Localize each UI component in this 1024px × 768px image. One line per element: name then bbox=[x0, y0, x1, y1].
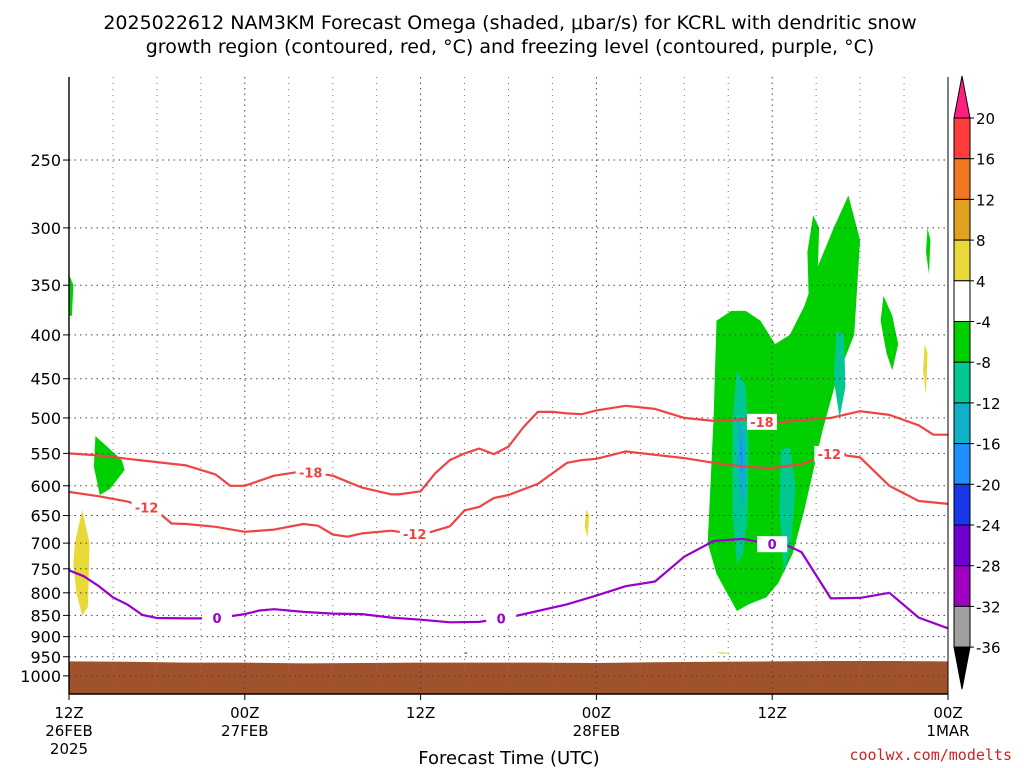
omega-region-13 bbox=[923, 344, 928, 395]
omega-region-4 bbox=[93, 436, 125, 495]
grid-lines bbox=[68, 77, 949, 694]
contour-label-0-1: -18 bbox=[750, 416, 774, 431]
omega-region-11 bbox=[73, 509, 90, 616]
colorbar-segment-4 bbox=[953, 239, 971, 282]
colorbar-label-0: 20 bbox=[976, 110, 995, 128]
colorbar-label-12: -32 bbox=[976, 598, 1001, 616]
y-tick-labels: 250 300 350 400 450 500 550 600 650 700 750 800 850 9… bbox=[20, 151, 69, 686]
contour-label-bg-2-1 bbox=[486, 610, 517, 627]
contour-label-2-1: 0 bbox=[497, 613, 506, 628]
y-tick-label-900: 900 bbox=[30, 628, 61, 647]
x-tick-label-3-line2: 28FEB bbox=[573, 722, 620, 740]
colorbar: 20 16 12 8 4 -4 -8 -12 -16 -20 -24 -28 -32 -36 bbox=[953, 75, 1001, 690]
colorbar-label-6: -8 bbox=[976, 354, 991, 372]
colorbar-segment-9 bbox=[953, 443, 971, 485]
colorbar-label-1: 16 bbox=[976, 151, 995, 169]
x-tick-label-5-line1: 00Z bbox=[933, 704, 962, 722]
x-tick-label-4-line1: 12Z bbox=[758, 704, 787, 722]
colorbar-segment-3 bbox=[953, 198, 971, 241]
colorbar-label-11: -28 bbox=[976, 558, 1001, 576]
contour-label-bg-2-0 bbox=[201, 610, 232, 627]
x-tick-label-0-line2: 26FEB bbox=[45, 722, 92, 740]
contour-label-bg-2-2 bbox=[757, 536, 788, 553]
colorbar-segment-6 bbox=[953, 321, 971, 363]
omega-region-14 bbox=[716, 652, 732, 654]
omega-region-8 bbox=[833, 330, 846, 418]
colorbar-label-10: -24 bbox=[976, 517, 1001, 535]
axes bbox=[68, 77, 949, 695]
contour-line-2 bbox=[68, 537, 949, 630]
contour-label-bg-1-1 bbox=[399, 526, 430, 543]
contour-label-0-0: -18 bbox=[299, 466, 323, 481]
contour-label-bg-0-0 bbox=[295, 464, 326, 481]
chart-title: 2025022612 NAM3KM Forecast Omega (shaded… bbox=[103, 12, 916, 34]
colorbar-segment-8 bbox=[953, 402, 971, 445]
y-tick-label-300: 300 bbox=[30, 219, 61, 238]
colorbar-segment-11 bbox=[953, 524, 971, 567]
x-tick-label-0-line1: 12Z bbox=[54, 704, 83, 722]
y-tick-label-250: 250 bbox=[30, 151, 61, 170]
colorbar-segment-13 bbox=[953, 605, 971, 648]
omega-region-12 bbox=[584, 509, 590, 538]
y-tick-label-650: 650 bbox=[30, 507, 61, 526]
omega-region-5 bbox=[926, 227, 931, 275]
colorbar-segment-12 bbox=[953, 565, 971, 607]
y-tick-label-750: 750 bbox=[30, 560, 61, 579]
contour-label-1-0: -12 bbox=[135, 502, 159, 517]
contour-line-0 bbox=[68, 404, 948, 496]
x-axis-label: Forecast Time (UTC) bbox=[418, 748, 599, 768]
y-tick-label-800: 800 bbox=[30, 584, 61, 603]
y-tick-label-550: 550 bbox=[30, 444, 61, 463]
colorbar-label-13: -36 bbox=[976, 639, 1001, 657]
contour-label-bg-1-2 bbox=[814, 445, 845, 462]
contour-label-1-2: -12 bbox=[818, 448, 842, 463]
contour-label-2-0: 0 bbox=[212, 612, 221, 627]
contour-line-1 bbox=[68, 450, 949, 538]
x-tick-label-3-line1: 00Z bbox=[582, 704, 611, 722]
x-tick-label-1-line1: 00Z bbox=[230, 704, 259, 722]
colorbar-segment-2 bbox=[953, 158, 971, 200]
colorbar-label-3: 8 bbox=[976, 232, 986, 250]
y-tick-label-1000: 1000 bbox=[20, 667, 61, 686]
contour-label-1-1: -12 bbox=[403, 528, 427, 543]
x-tick-label-5-line2: 1MAR bbox=[926, 722, 969, 740]
y-tick-label-450: 450 bbox=[30, 370, 61, 389]
x-tick-label-1-line2: 27FEB bbox=[221, 722, 268, 740]
colorbar-label-2: 12 bbox=[976, 191, 995, 209]
colorbar-segment-1 bbox=[953, 117, 971, 160]
colorbar-bottom-arrow bbox=[953, 646, 971, 690]
y-tick-label-600: 600 bbox=[30, 477, 61, 496]
y-tick-label-500: 500 bbox=[30, 409, 61, 428]
y-tick-label-400: 400 bbox=[30, 326, 61, 345]
colorbar-label-7: -12 bbox=[976, 395, 1001, 413]
y-tick-label-950: 950 bbox=[30, 648, 61, 667]
contour-label-bg-1-0 bbox=[131, 499, 162, 516]
colorbar-segment-7 bbox=[953, 361, 971, 404]
x-tick-label-0-line3: 2025 bbox=[50, 740, 88, 758]
colorbar-label-8: -16 bbox=[976, 436, 1001, 454]
colorbar-label-9: -20 bbox=[976, 476, 1001, 494]
colorbar-segment-5 bbox=[953, 280, 971, 322]
x-tick-label-2-line1: 12Z bbox=[406, 704, 435, 722]
contour-series: -18 -18 -12 -12 -12 0 0 0 bbox=[68, 404, 949, 630]
y-tick-label-700: 700 bbox=[30, 534, 61, 553]
contour-label-2-2: 0 bbox=[768, 538, 777, 553]
colorbar-label-4: 4 bbox=[976, 273, 986, 291]
chart-subtitle: growth region (contoured, red, °C) and f… bbox=[146, 36, 875, 58]
colorbar-label-5: -4 bbox=[976, 314, 991, 332]
omega-region-2 bbox=[880, 295, 899, 371]
omega-region-15 bbox=[464, 652, 468, 654]
contour-label-bg-0-1 bbox=[746, 413, 777, 430]
omega-region-1 bbox=[807, 215, 820, 354]
y-tick-label-850: 850 bbox=[30, 606, 61, 625]
omega-region-10 bbox=[740, 432, 743, 480]
colorbar-top-arrow bbox=[953, 75, 971, 119]
colorbar-segment-10 bbox=[953, 483, 971, 526]
site-credit: coolwx.com/modelts bbox=[849, 746, 1012, 764]
y-tick-label-350: 350 bbox=[30, 276, 61, 295]
